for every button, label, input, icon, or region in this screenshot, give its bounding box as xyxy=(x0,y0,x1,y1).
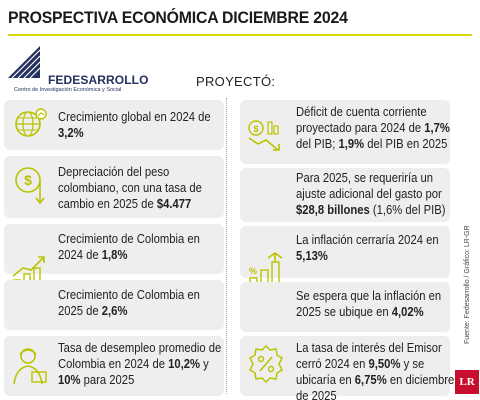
card-growth-2025 xyxy=(4,280,224,330)
card-deficit xyxy=(240,100,450,164)
source-note: Fuente: Fedesarrollo / Gráfico: LR-GR xyxy=(464,225,471,344)
card-interest-rate xyxy=(240,336,450,396)
worker-icon xyxy=(13,348,47,385)
unemployment-text: Tasa de desempleo promedio de Colombia e… xyxy=(58,341,222,387)
peso-depreciation-text: Depreciación del peso colombiano, con un… xyxy=(58,165,202,211)
card-growth-2024 xyxy=(4,224,224,274)
unemployment-pre: Tasa de desempleo promedio de Colombia e… xyxy=(58,341,222,371)
logo-name: FEDESARROLLO xyxy=(48,73,149,87)
inflation-2025-text: Se espera que la inflación en 2025 se ub… xyxy=(296,289,442,319)
card-spending-adjustment xyxy=(240,168,450,222)
svg-text:%: % xyxy=(249,266,257,276)
logo-subtitle: Centro de Investigación Económica y Soci… xyxy=(14,87,122,93)
peso-down-icon: $ xyxy=(15,167,45,205)
inflation-2024-text: La inflación cerraría 2024 en 5,13% xyxy=(296,233,439,263)
logo-mark-icon xyxy=(8,46,41,79)
svg-text:$: $ xyxy=(253,124,258,134)
global-growth-text: Crecimiento global en 2024 de 3,2% xyxy=(58,110,211,140)
card-inflation-2024 xyxy=(240,226,450,278)
lr-logo: LR xyxy=(455,370,479,394)
column-separator xyxy=(226,98,227,394)
growth-2025-text: Crecimiento de Colombia en 2025 de 2,6% xyxy=(58,288,200,318)
spending-adjustment-text: Para 2025, se requeriría un ajuste adici… xyxy=(296,171,446,217)
coins-decline-icon: $ xyxy=(248,120,280,151)
card-inflation-2025 xyxy=(240,282,450,332)
growth-2024-text: Crecimiento de Colombia en 2024 de 1,8% xyxy=(58,232,200,262)
proyecto-label: PROYECTÓ: xyxy=(196,74,276,89)
svg-text:$: $ xyxy=(24,172,32,188)
fedesarrollo-logo: FEDESARROLLO Centro de Investigación Eco… xyxy=(6,40,156,93)
percent-badge-icon xyxy=(249,344,283,384)
title-rule xyxy=(8,34,472,36)
deficit-text: Déficit de cuenta corriente proyectado p… xyxy=(296,105,450,151)
interest-rate-text: La tasa de interés del Emisor cerró 2024… xyxy=(296,341,455,400)
card-unemployment xyxy=(4,336,224,396)
page-title: PROSPECTIVA ECONÓMICA DICIEMBRE 2024 xyxy=(8,8,348,27)
globe-growth-icon xyxy=(15,108,47,137)
